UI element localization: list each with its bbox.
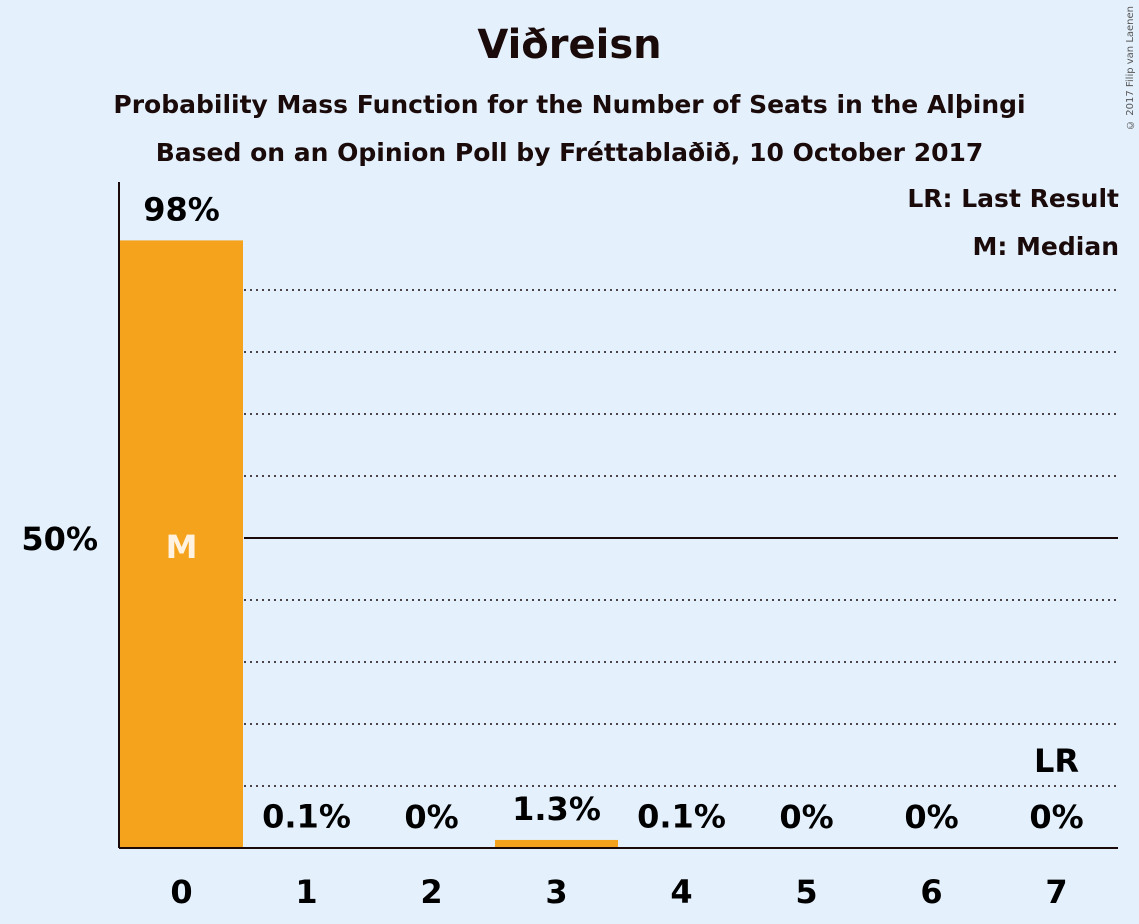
value-label-4: 0.1%: [637, 797, 726, 835]
x-tick-label-7: 7: [1045, 873, 1067, 911]
value-label-5: 0%: [779, 798, 833, 836]
value-label-3: 1.3%: [512, 790, 601, 828]
value-label-7: 0%: [1029, 798, 1083, 836]
x-tick-label-6: 6: [920, 873, 942, 911]
x-tick-label-0: 0: [170, 873, 192, 911]
chart-subtitle: Probability Mass Function for the Number…: [113, 90, 1026, 119]
x-tick-label-1: 1: [295, 873, 317, 911]
bar-3: [495, 839, 618, 848]
y-tick-label-50: 50%: [21, 520, 98, 558]
chart-title: Viðreisn: [477, 22, 662, 68]
x-tick-label-5: 5: [795, 873, 817, 911]
value-label-0: 98%: [143, 190, 220, 228]
chart-source: Based on an Opinion Poll by Fréttablaðið…: [155, 138, 984, 167]
x-tick-label-2: 2: [420, 873, 442, 911]
bar-0: [120, 240, 243, 848]
x-tick-label-4: 4: [670, 873, 692, 911]
legend-median: M: Median: [972, 232, 1119, 261]
last-result-marker: LR: [1034, 742, 1079, 780]
value-label-6: 0%: [904, 798, 958, 836]
value-label-2: 0%: [404, 798, 458, 836]
value-label-1: 0.1%: [262, 797, 351, 835]
median-marker: M: [166, 528, 198, 566]
x-tick-label-3: 3: [545, 873, 567, 911]
legend-last-result: LR: Last Result: [907, 184, 1119, 213]
